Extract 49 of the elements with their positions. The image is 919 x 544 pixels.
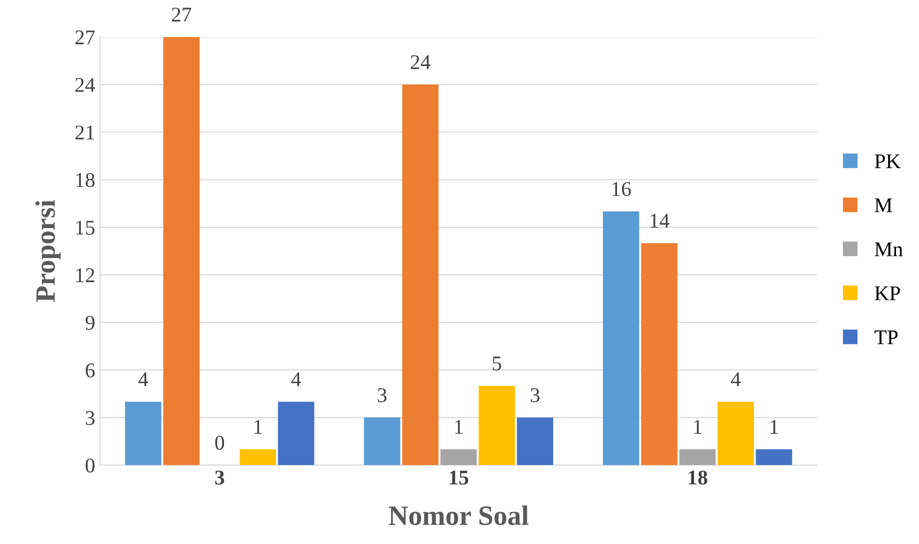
- data-label: 27: [172, 8, 192, 22]
- data-label: 1: [254, 420, 262, 434]
- x-axis-title: Nomor Soal: [388, 506, 528, 526]
- y-tick-label: 27: [75, 30, 95, 44]
- bar: [516, 418, 554, 466]
- bar: [679, 449, 716, 466]
- x-tick-label: 3: [215, 470, 224, 485]
- data-label: 5: [492, 356, 502, 370]
- bar: [756, 449, 792, 466]
- data-label: 1: [455, 420, 463, 434]
- data-label: 4: [730, 372, 741, 386]
- x-tick-label: 15: [450, 470, 468, 485]
- data-label: 4: [291, 372, 301, 386]
- y-tick-label: 21: [75, 126, 94, 140]
- bar: [125, 402, 162, 466]
- data-label: 14: [650, 214, 670, 228]
- legend-label: KP: [874, 286, 900, 300]
- y-tick-label: 9: [86, 316, 94, 330]
- data-label: 3: [530, 388, 540, 402]
- y-tick-label: 3: [86, 410, 94, 425]
- legend-label: Mn: [874, 242, 903, 256]
- data-label: 1: [694, 420, 702, 434]
- y-tick-label: 15: [76, 220, 94, 235]
- bar: [478, 386, 515, 466]
- y-axis-title: Proporsi: [35, 200, 61, 302]
- legend-label: TP: [874, 330, 898, 344]
- bar: [718, 402, 754, 466]
- bar: [402, 84, 439, 466]
- data-label: 16: [612, 182, 631, 196]
- bar: [278, 402, 314, 466]
- y-tick-label: 6: [86, 363, 95, 378]
- bar: [602, 211, 640, 466]
- data-label: 24: [410, 55, 430, 70]
- bar: [240, 449, 276, 466]
- data-label: 1: [770, 420, 778, 434]
- y-tick-label: 24: [75, 78, 95, 92]
- bar: [163, 36, 200, 466]
- y-tick-label: 0: [86, 458, 95, 473]
- legend-label: PK: [874, 154, 901, 168]
- bar: [364, 418, 400, 466]
- data-label: 4: [138, 372, 148, 386]
- legend-label: M: [874, 198, 892, 212]
- y-tick-label: 12: [76, 268, 94, 282]
- data-label: 0: [215, 436, 224, 450]
- x-tick-label: 18: [688, 470, 708, 485]
- bar: [641, 243, 678, 466]
- y-tick-label: 18: [76, 173, 95, 188]
- data-label: 3: [378, 388, 387, 402]
- bar: [440, 449, 477, 466]
